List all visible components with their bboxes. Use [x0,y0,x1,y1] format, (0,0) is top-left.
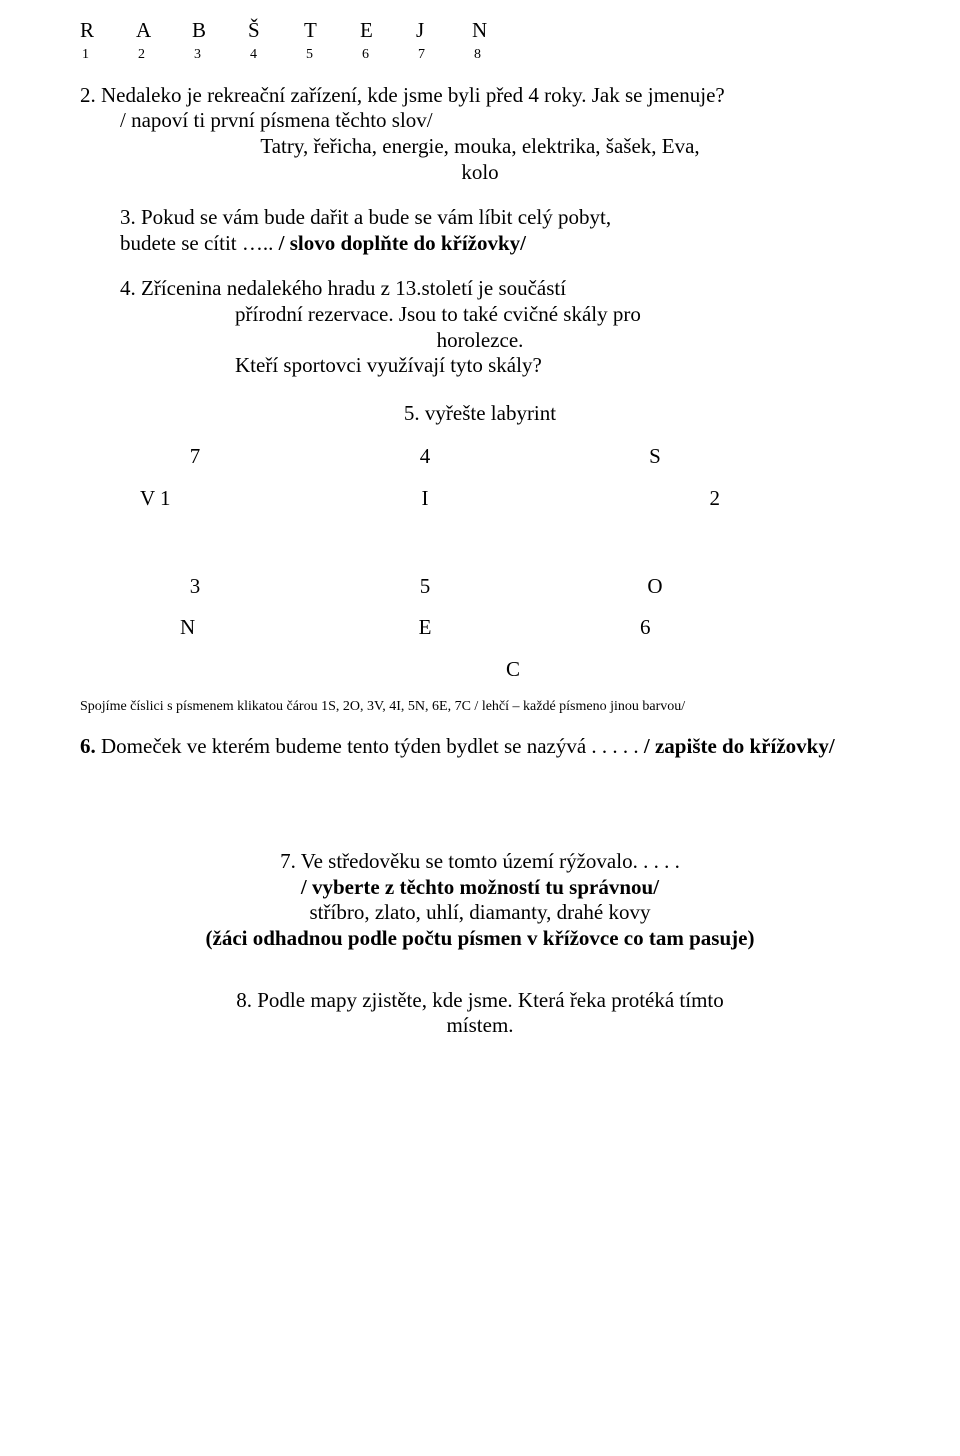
letter-col: T 5 [304,18,360,63]
lab-cell: O [540,574,770,600]
q3-line2-plain: budete se cítit ….. [120,231,273,255]
labyrinth: 7 4 S V 1 I 2 3 5 O N E 6 C [80,444,880,682]
letter-col: E 6 [360,18,416,63]
q7-line2: / vyberte z těchto možností tu správnou/ [80,875,880,901]
question-7: 7. Ve středověku se tomto území rýžovalo… [80,849,880,951]
question-6: 6. Domeček ve kterém budeme tento týden … [80,734,880,760]
labyrinth-caption: Spojíme číslici s písmenem klikatou čáro… [80,698,880,715]
letter-col: R 1 [80,18,136,63]
letter: R [80,18,136,44]
q3-line2-bold: / slovo doplňte do křížovky/ [273,231,526,255]
lab-cell: N [80,615,310,641]
letter: N [472,18,528,44]
q2-kolo: kolo [80,160,880,186]
q7-line4: (žáci odhadnou podle počtu písmen v kříž… [80,926,880,952]
letter: A [136,18,192,44]
q6-bold: / zapište do křížovky/ [644,734,835,758]
letter-num: 5 [304,46,360,63]
q7-line1: 7. Ve středověku se tomto území rýžovalo… [80,849,880,875]
question-4: 4. Zřícenina nedalekého hradu z 13.stole… [80,276,880,378]
lab-cell: I [310,486,540,512]
lab-row: 3 5 O [80,574,880,600]
letter-col: J 7 [416,18,472,63]
q6-num: 6. [80,734,96,758]
lab-cell-empty [540,657,770,683]
q2-hint: Tatry, řeřicha, energie, mouka, elektrik… [80,134,880,160]
letter-num: 1 [80,46,136,63]
lab-cell: 3 [80,574,310,600]
letter-num: 2 [136,46,192,63]
q5-heading: 5. vyřešte labyrint [80,401,880,427]
lab-cell: V 1 [80,486,310,512]
lab-cell: S [540,444,770,470]
lab-cell: 2 [540,486,770,512]
lab-cell-empty [80,657,310,683]
lab-cell: 5 [310,574,540,600]
q4-line4: Kteří sportovci využívají tyto skály? [80,353,880,379]
letter: B [192,18,248,44]
lab-cell: 7 [80,444,310,470]
letter-col: Š 4 [248,18,304,63]
letter-num: 4 [248,46,304,63]
question-3: 3. Pokud se vám bude dařit a bude se vám… [80,205,880,256]
lab-row: V 1 I 2 [80,486,880,512]
letter-num: 8 [472,46,528,63]
q4-line1: 4. Zřícenina nedalekého hradu z 13.stole… [80,276,880,302]
q3-line2: budete se cítit ….. / slovo doplňte do k… [80,231,880,257]
q2-lead: / napoví ti první písmena těchto slov/ [80,108,880,134]
letter-num: 6 [360,46,416,63]
lab-cell: C [310,657,540,683]
q3-line1: 3. Pokud se vám bude dařit a bude se vám… [80,205,880,231]
letter-col: N 8 [472,18,528,63]
lab-cell: E [310,615,540,641]
q7-line3: stříbro, zlato, uhlí, diamanty, drahé ko… [80,900,880,926]
lab-cell: 4 [310,444,540,470]
letter-col: B 3 [192,18,248,63]
question-8: 8. Podle mapy zjistěte, kde jsme. Která … [80,988,880,1039]
letter-num: 7 [416,46,472,63]
letter: Š [248,18,304,44]
q6-plain: Domeček ve kterém budeme tento týden byd… [96,734,644,758]
letter: T [304,18,360,44]
lab-row: 7 4 S [80,444,880,470]
lab-row: C [80,657,880,683]
letter: J [416,18,472,44]
q8-line2: místem. [80,1013,880,1039]
q2-text: 2. Nedaleko je rekreační zařízení, kde j… [80,83,880,109]
letter: E [360,18,416,44]
crossword-letters: R 1 A 2 B 3 Š 4 T 5 E 6 J 7 N 8 [80,18,880,63]
q8-line1: 8. Podle mapy zjistěte, kde jsme. Která … [80,988,880,1014]
q4-line2: přírodní rezervace. Jsou to také cvičné … [80,302,880,328]
question-2: 2. Nedaleko je rekreační zařízení, kde j… [80,83,880,185]
lab-cell: 6 [540,615,770,641]
letter-num: 3 [192,46,248,63]
lab-row: N E 6 [80,615,880,641]
letter-col: A 2 [136,18,192,63]
q4-line3: horolezce. [80,328,880,354]
